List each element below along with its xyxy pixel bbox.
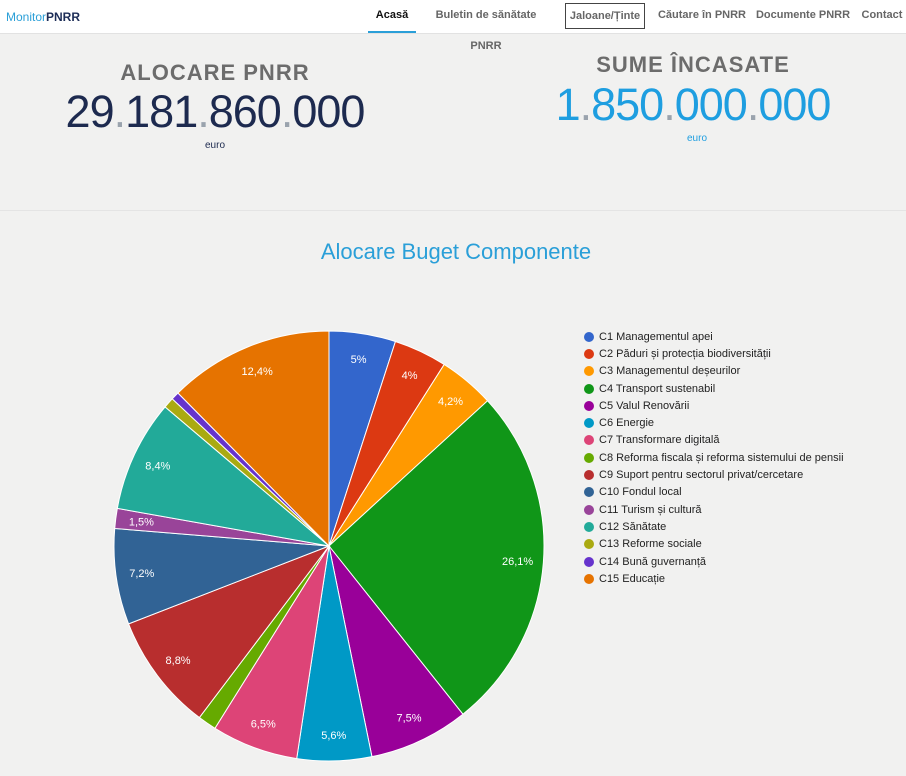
legend-label: C9 Suport pentru sectorul privat/cerceta…	[599, 469, 804, 482]
legend-label: C5 Valul Renovării	[599, 399, 690, 412]
legend-marker	[584, 452, 594, 463]
legend-marker	[584, 556, 594, 567]
logo[interactable]: MonitorPNRR	[6, 10, 80, 24]
legend-marker	[584, 435, 594, 446]
pie-slice-5[interactable]	[328, 545, 464, 758]
nav-buletin-sanatate[interactable]: Buletin de sănătate PNRR	[435, 9, 537, 52]
legend-item-14[interactable]: C14 Bună guvernanță	[584, 553, 844, 570]
section-divider	[0, 210, 906, 211]
legend-item-8[interactable]: C8 Reforma fiscala și reforma sistemului…	[584, 449, 844, 466]
legend-marker	[584, 521, 594, 532]
legend-item-1[interactable]: C1 Managementul apei	[584, 328, 844, 345]
nav-cautare[interactable]: Căutare în PNRR	[657, 9, 747, 21]
legend-item-11[interactable]: C11 Turism și cultură	[584, 501, 844, 518]
pie-slice-12[interactable]	[116, 406, 331, 547]
legend-marker	[584, 573, 594, 584]
legend-item-2[interactable]: C2 Păduri și protecția biodiversității	[584, 345, 844, 362]
legend-marker	[584, 348, 594, 359]
logo-text-monitor: Monitor	[6, 10, 47, 24]
nav-contact[interactable]: Contact	[861, 9, 903, 21]
legend-marker	[584, 331, 594, 342]
legend-marker	[584, 400, 594, 411]
pie-slice-label-12: 8,4%	[145, 460, 170, 472]
legend-item-7[interactable]: C7 Transformare digitală	[584, 432, 844, 449]
pie-slice-label-9: 8,8%	[166, 655, 191, 667]
legend-marker	[584, 366, 594, 377]
pie-slice-label-4: 26,1%	[502, 556, 533, 568]
pie-slice-label-5: 7,5%	[396, 712, 421, 724]
legend-label: C14 Bună guvernanță	[599, 555, 707, 568]
legend-item-3[interactable]: C3 Managementul deșeurilor	[584, 363, 844, 380]
legend-label: C7 Transformare digitală	[599, 434, 720, 447]
logo-text-pnrr: PNRR	[46, 10, 81, 24]
nav-documente[interactable]: Documente PNRR	[755, 9, 851, 21]
top-navigation: MonitorPNRR Acasă Buletin de sănătate PN…	[0, 0, 906, 52]
legend-item-4[interactable]: C4 Transport sustenabil	[584, 380, 844, 397]
legend-item-5[interactable]: C5 Valul Renovării	[584, 397, 844, 414]
pie-slice-4[interactable]	[328, 400, 545, 715]
legend-item-12[interactable]: C12 Sănătate	[584, 518, 844, 535]
legend-marker	[584, 539, 594, 550]
nav-jaloane-tinte[interactable]: Jaloane/Ținte	[565, 3, 645, 29]
legend-item-10[interactable]: C10 Fondul local	[584, 484, 844, 501]
allocation-label: ALOCARE PNRR	[120, 60, 310, 85]
pie-slice-label-3: 4,2%	[438, 396, 463, 408]
received-unit: euro	[686, 133, 707, 144]
pie-slice-9[interactable]	[127, 544, 331, 719]
legend-label: C8 Reforma fiscala și reforma sistemului…	[599, 451, 844, 464]
pie-slice-label-15: 12,4%	[242, 366, 273, 378]
legend-marker	[584, 383, 594, 394]
legend-item-15[interactable]: C15 Educație	[584, 570, 844, 587]
legend-label: C6 Energie	[599, 417, 655, 430]
legend-item-6[interactable]: C6 Energie	[584, 414, 844, 431]
pie-slice-15[interactable]	[177, 330, 330, 548]
legend-label: C3 Managementul deșeurilor	[599, 365, 741, 378]
nav-acasa[interactable]: Acasă	[368, 0, 416, 33]
allocation-unit: euro	[204, 140, 225, 151]
legend-label: C11 Turism și cultură	[599, 503, 702, 516]
legend-label: C10 Fondul local	[599, 486, 682, 499]
legend-label: C1 Managementul apei	[599, 330, 713, 343]
received-value: 1.850.000.000	[555, 79, 832, 130]
pie-slice-label-2: 4%	[402, 370, 418, 382]
pie-slice-label-1: 5%	[351, 354, 367, 366]
chart-legend: C1 Managementul apei C2 Păduri și protecț…	[584, 328, 844, 587]
legend-label: C12 Sănătate	[599, 520, 667, 533]
pie-slice-label-10: 7,2%	[129, 568, 154, 580]
pie-slice-label-7: 6,5%	[251, 718, 276, 730]
legend-item-9[interactable]: C9 Suport pentru sectorul privat/cerceta…	[584, 466, 844, 483]
legend-label: C2 Păduri și protecția biodiversității	[599, 347, 771, 360]
legend-marker	[584, 504, 594, 515]
pie-slice-label-11: 1,5%	[129, 517, 154, 529]
legend-marker	[584, 418, 594, 429]
received-label: SUME ÎNCASATE	[596, 52, 790, 77]
legend-item-13[interactable]: C13 Reforme sociale	[584, 536, 844, 553]
allocation-value: 29.181.860.000	[65, 86, 366, 137]
legend-label: C15 Educație	[599, 572, 666, 585]
legend-label: C4 Transport sustenabil	[599, 382, 716, 395]
legend-marker	[584, 487, 594, 498]
chart-title: Alocare Buget Componente	[320, 239, 592, 264]
pie-slice-label-6: 5,6%	[321, 730, 346, 742]
legend-marker	[584, 470, 594, 481]
legend-label: C13 Reforme sociale	[599, 538, 702, 551]
